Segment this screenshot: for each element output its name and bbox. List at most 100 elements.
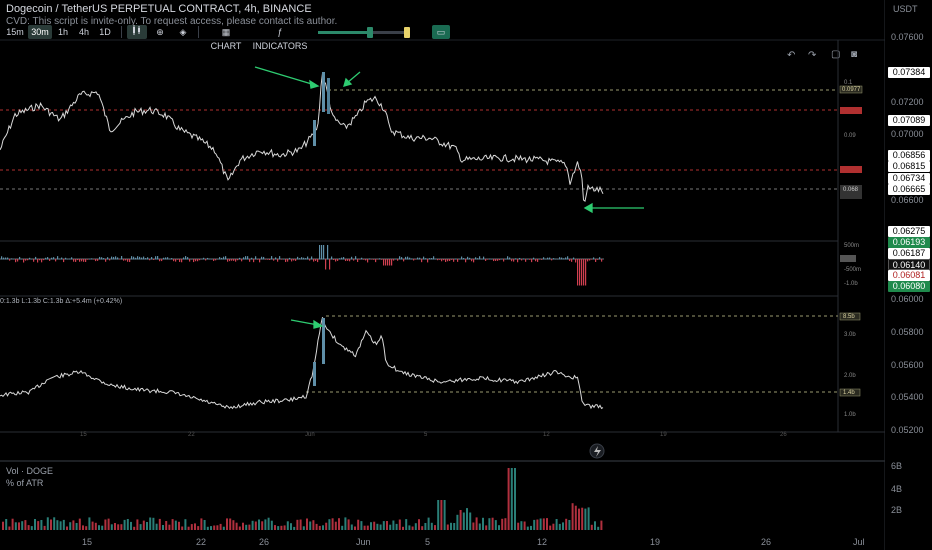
- delta-bar: [357, 259, 359, 263]
- delta-bar: [471, 259, 473, 262]
- cvd-spike: [322, 318, 325, 364]
- volume-bar: [571, 503, 574, 530]
- delta-bar: [229, 259, 231, 262]
- price-box: 0.06815: [888, 161, 930, 172]
- delta-bar: [509, 257, 511, 260]
- volume-bar: [552, 523, 555, 530]
- templates-icon[interactable]: ◈: [179, 27, 187, 37]
- time-tick: 15: [82, 537, 93, 547]
- delta-bar: [287, 259, 289, 262]
- delta-bar: [183, 257, 185, 260]
- volume-bar: [101, 525, 104, 530]
- volume-bar: [494, 520, 497, 530]
- volume-bar: [222, 526, 225, 530]
- interval-1d-button[interactable]: 1D: [99, 27, 111, 37]
- interval-4h-button[interactable]: 4h: [78, 27, 89, 37]
- price-box: 0.06193: [888, 237, 930, 248]
- volume-bar: [434, 525, 436, 530]
- delta-bar: [565, 257, 567, 260]
- delta-bar: [81, 259, 83, 262]
- delta-bar: [195, 259, 197, 262]
- interval-1h-button[interactable]: 1h: [57, 27, 68, 37]
- delta-bar: [353, 259, 355, 261]
- camera-icon[interactable]: ◙: [851, 49, 858, 60]
- replay-button[interactable]: ▭: [432, 25, 450, 39]
- volume-bar: [430, 522, 433, 530]
- candles-icon[interactable]: [127, 25, 147, 39]
- volume-bar: [427, 517, 430, 530]
- volume-bar: [104, 519, 107, 530]
- volume-bar: [530, 525, 532, 530]
- delta-bar: [15, 259, 17, 263]
- delta-bar: [23, 259, 25, 263]
- volume-bar: [229, 518, 232, 530]
- volume-bar: [226, 518, 228, 530]
- indicators-button[interactable]: ƒ INDICATORS: [252, 27, 308, 51]
- delta-bar: [575, 259, 577, 263]
- delta-bar: [579, 259, 581, 286]
- interval-30m-button[interactable]: 30m: [28, 25, 52, 39]
- delta-bar: [103, 258, 105, 260]
- delta-bar: [135, 257, 137, 260]
- delta-bar: [91, 258, 93, 260]
- price-box: 0.06081: [888, 270, 930, 281]
- chart-settings-button[interactable]: ▦ CHART: [210, 27, 242, 51]
- undo-icon[interactable]: ↶: [787, 50, 796, 61]
- delta-bar: [233, 259, 235, 261]
- volume-bar: [258, 519, 260, 530]
- price-box: 0.06080: [888, 281, 930, 292]
- slider-handle-right[interactable]: [404, 27, 410, 38]
- compare-icon[interactable]: ⊕: [156, 27, 164, 37]
- price-box: 0.06856: [888, 150, 930, 161]
- volume-bar: [360, 521, 363, 530]
- volume-bar: [56, 520, 59, 530]
- volume-bar: [152, 517, 155, 530]
- delta-bar: [185, 256, 187, 260]
- opacity-slider[interactable]: [318, 27, 410, 38]
- delta-bar: [523, 258, 525, 260]
- volume-bar: [491, 517, 494, 530]
- volume-bar: [14, 522, 17, 530]
- volume-bar: [46, 517, 49, 530]
- volume-bar: [283, 525, 286, 530]
- inner-time-tick: Jun: [305, 432, 315, 438]
- interval-15m-button[interactable]: 15m: [6, 27, 24, 37]
- delta-bar: [205, 259, 207, 261]
- delta-bar: [511, 259, 513, 262]
- chart-canvas[interactable]: [0, 0, 885, 550]
- delta-bar: [149, 259, 151, 261]
- delta-bar: [553, 258, 555, 260]
- volume-bar: [306, 518, 308, 530]
- volume-bar: [216, 525, 219, 530]
- fullscreen-icon[interactable]: ▢: [831, 49, 841, 60]
- chart-title: Dogecoin / TetherUS PERPETUAL CONTRACT, …: [6, 3, 312, 15]
- volume-bar: [437, 500, 440, 530]
- cvd-series: [0, 317, 604, 410]
- inner-cvd-tag: [839, 312, 861, 321]
- price-box: 0.06275: [888, 226, 930, 237]
- volume-bar: [171, 519, 174, 530]
- volume-bar: [315, 523, 318, 530]
- delta-bar: [367, 259, 369, 263]
- delta-bar: [173, 259, 175, 262]
- delta-bar: [75, 259, 77, 262]
- delta-bar: [335, 259, 337, 262]
- volume-bar: [446, 524, 449, 530]
- volume-bar: [331, 518, 334, 530]
- volume-bar: [174, 520, 177, 530]
- slider-handle-left[interactable]: [367, 27, 373, 38]
- volume-bar: [414, 523, 417, 530]
- delta-bar: [241, 259, 243, 262]
- delta-bar: [323, 245, 325, 260]
- delta-bar: [289, 257, 291, 260]
- delta-bar: [581, 259, 583, 286]
- delta-bar: [131, 256, 133, 260]
- volume-bar: [373, 521, 376, 530]
- delta-bar: [517, 259, 519, 263]
- volume-bar: [562, 522, 564, 530]
- redo-icon[interactable]: ↷: [808, 50, 817, 61]
- delta-bar: [85, 259, 87, 262]
- delta-bar: [101, 257, 103, 260]
- delta-bar: [587, 259, 589, 262]
- delta-bar: [167, 257, 169, 260]
